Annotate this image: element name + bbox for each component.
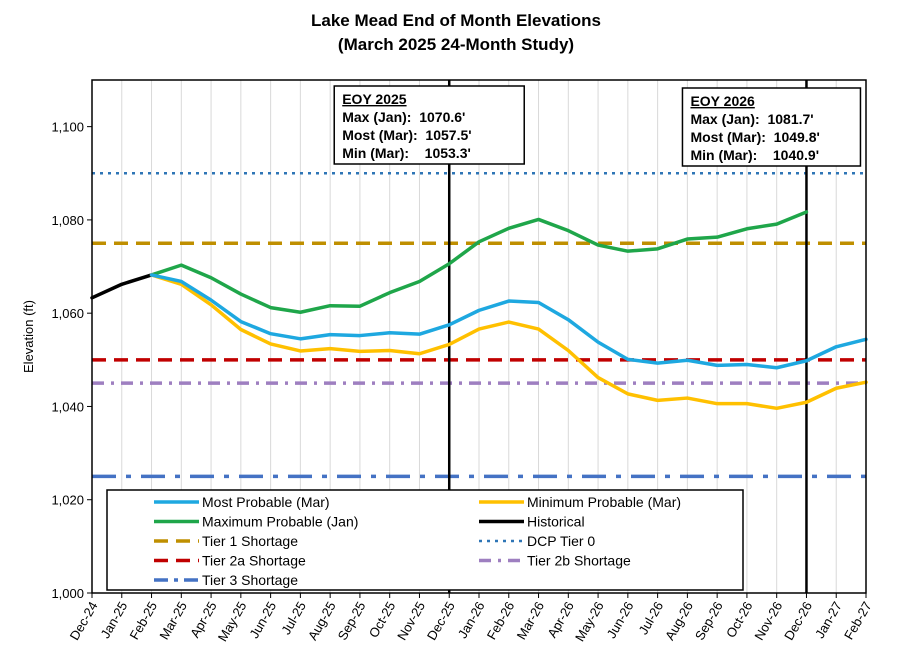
chart-subtitle: (March 2025 24-Month Study) (337, 35, 575, 54)
annotation-line: Max (Jan): 1081.7' (690, 111, 813, 127)
chart-title: Lake Mead End of Month Elevations (311, 11, 601, 30)
annotation-line: Max (Jan): 1070.6' (342, 109, 465, 125)
annotation-frame (333, 85, 525, 165)
x-tick-label: Oct-26 (723, 599, 755, 640)
x-tick-label: Mar-26 (514, 599, 548, 642)
x-tick-label: Nov-25 (394, 599, 428, 643)
x-tick-label: Dec-25 (424, 599, 458, 643)
legend-label: Tier 2a Shortage (202, 553, 306, 569)
legend-label: Most Probable (Mar) (202, 494, 330, 510)
x-tick-label: Sep-26 (692, 599, 726, 643)
y-axis: 1,000 1,020 1,040 1,060 1,080 1,100 (51, 120, 92, 601)
x-tick-label: May-26 (572, 599, 607, 644)
annotation-line: Most (Mar): 1057.5' (342, 127, 471, 143)
x-tick-label: Apr-25 (187, 599, 220, 640)
y-tick-label: 1,040 (51, 399, 84, 414)
x-tick-label: Oct-25 (366, 599, 398, 640)
annotation-heading: EOY 2026 (690, 93, 755, 109)
legend-label: DCP Tier 0 (527, 533, 595, 549)
x-axis: Dec-24Jan-25Feb-25Mar-25Apr-25May-25Jun-… (67, 593, 875, 644)
x-tick-label: Mar-25 (156, 599, 190, 642)
x-tick-label: Aug-26 (662, 599, 696, 643)
annotation-line: Min (Mar): 1053.3' (342, 145, 471, 161)
legend-label: Tier 2b Shortage (527, 553, 631, 569)
series-group (90, 210, 868, 411)
y-tick-label: 1,100 (51, 120, 84, 135)
annotation-frame (681, 87, 862, 167)
legend-label: Tier 1 Shortage (202, 533, 298, 549)
x-tick-label: Sep-25 (335, 599, 369, 643)
y-tick-label: 1,000 (51, 586, 84, 601)
legend-label: Minimum Probable (Mar) (527, 494, 681, 510)
legend: Most Probable (Mar) Minimum Probable (Mar… (106, 489, 744, 591)
x-tick-label: Apr-26 (544, 599, 577, 640)
x-tick-label: Jun-26 (604, 599, 637, 641)
x-tick-label: May-25 (215, 599, 250, 644)
y-tick-label: 1,020 (51, 493, 84, 508)
x-tick-label: Dec-26 (781, 599, 815, 643)
legend-label: Historical (527, 514, 585, 530)
legend-label: Tier 3 Shortage (202, 572, 298, 588)
series-line-historical (90, 273, 154, 300)
x-tick-label: Feb-26 (484, 599, 518, 642)
x-tick-label: Nov-26 (751, 599, 785, 643)
series-line-minimum-probable-mar- (149, 273, 868, 411)
x-tick-label: Dec-24 (67, 599, 101, 643)
legend-label: Maximum Probable (Jan) (202, 514, 358, 530)
x-tick-label: Jul-25 (278, 599, 309, 637)
series-line-maximum-probable-jan- (149, 210, 809, 314)
x-tick-label: Aug-25 (305, 599, 339, 643)
x-tick-label: Jul-26 (636, 599, 667, 637)
annotation-box-eoy-2026: EOY 2026 Max (Jan): 1081.7' Most (Mar): 10… (681, 87, 862, 167)
x-tick-label: Feb-25 (127, 599, 161, 642)
y-axis-label: Elevation (ft) (21, 300, 36, 373)
annotation-heading: EOY 2025 (342, 91, 407, 107)
x-tick-label: Feb-27 (841, 599, 875, 642)
y-tick-label: 1,080 (51, 213, 84, 228)
annotation-box-eoy-2025: EOY 2025 Max (Jan): 1070.6' Most (Mar): 10… (333, 85, 525, 165)
series-line-most-probable-mar- (149, 273, 868, 370)
y-tick-label: 1,060 (51, 306, 84, 321)
x-tick-label: Jun-25 (246, 599, 279, 641)
annotation-line: Min (Mar): 1040.9' (690, 147, 819, 163)
annotation-line: Most (Mar): 1049.8' (690, 129, 819, 145)
legend-frame (106, 489, 744, 591)
